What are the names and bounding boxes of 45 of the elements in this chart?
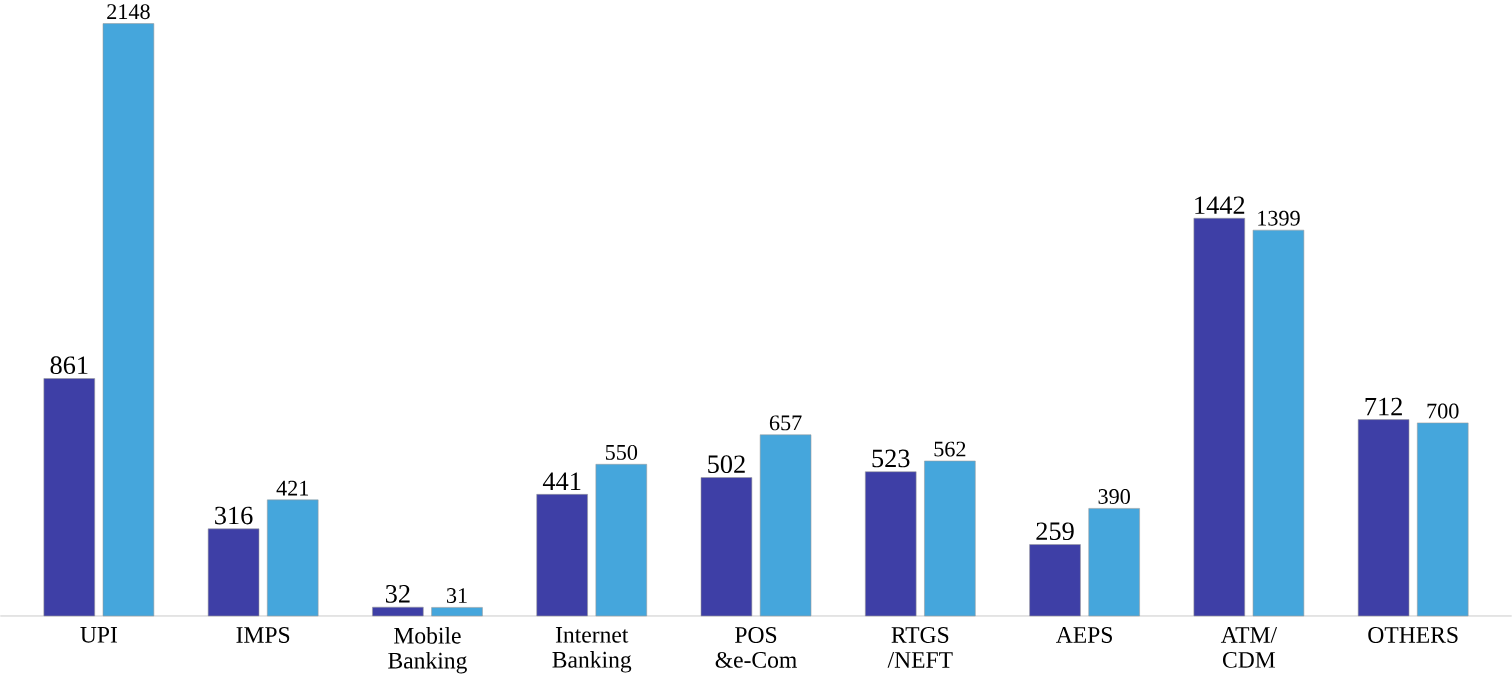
bar (267, 499, 319, 617)
data-label: 700 (1427, 403, 1459, 419)
data-label: 390 (1098, 488, 1130, 504)
data-label: 523 (872, 449, 910, 468)
x-tick-label: ATM/ CDM (1220, 626, 1278, 668)
x-tick-label: UPI (80, 626, 118, 643)
bar (102, 23, 155, 617)
data-label: 712 (1365, 397, 1402, 416)
x-tick-label: OTHERS (1368, 626, 1458, 643)
bar (924, 460, 976, 617)
data-label: 31 (446, 587, 467, 603)
x-tick-label: IMPS (236, 626, 290, 643)
data-label: 861 (50, 356, 88, 374)
bar (1193, 217, 1246, 617)
data-label: 657 (769, 415, 802, 431)
data-label: 441 (542, 472, 581, 490)
bar (1252, 229, 1305, 617)
bar (431, 606, 483, 617)
bar (1088, 507, 1140, 617)
bar (1357, 419, 1410, 617)
x-tick-label: POS &e-Com (715, 626, 797, 668)
x-tick-label: AEPS (1056, 626, 1112, 643)
data-label: 502 (708, 455, 745, 473)
bar (595, 463, 647, 617)
x-tick-label: Internet Banking (552, 626, 632, 673)
bar (865, 471, 917, 617)
data-label: 259 (1036, 522, 1074, 540)
bar (700, 477, 753, 617)
data-label: 562 (934, 441, 966, 457)
data-label: 1399 (1258, 210, 1300, 226)
data-label: 316 (215, 506, 253, 525)
x-tick-label: Mobile Banking (388, 626, 467, 674)
bar (536, 493, 588, 617)
bar (207, 528, 260, 617)
data-label: 32 (385, 584, 410, 603)
x-tick-label: RTGS /NEFT (887, 626, 953, 668)
data-label: 550 (605, 444, 638, 460)
bar (1417, 422, 1469, 617)
data-label: 421 (276, 480, 309, 496)
data-label: 1442 (1195, 196, 1245, 214)
bar (1029, 544, 1081, 617)
data-label: 2148 (107, 4, 150, 19)
bar (372, 606, 424, 617)
bar (759, 434, 812, 617)
bar (43, 378, 95, 617)
